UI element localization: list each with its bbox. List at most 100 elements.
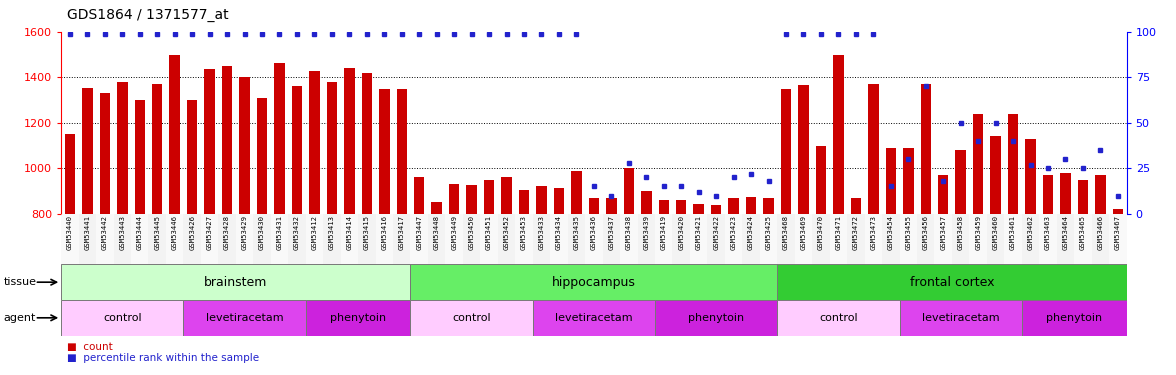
Bar: [396, 89, 407, 375]
Bar: [463, 214, 480, 264]
Bar: [987, 214, 1004, 264]
Bar: [1095, 175, 1105, 375]
Bar: [951, 214, 969, 264]
Bar: [414, 177, 425, 375]
Bar: [306, 214, 323, 264]
Bar: [833, 55, 843, 375]
Bar: [501, 177, 512, 375]
Bar: [1061, 173, 1070, 375]
Text: GSM53441: GSM53441: [85, 215, 91, 250]
Text: GSM53439: GSM53439: [643, 215, 649, 250]
Bar: [134, 100, 145, 375]
Text: GSM53445: GSM53445: [154, 215, 160, 250]
Bar: [292, 87, 302, 375]
Bar: [323, 214, 341, 264]
Text: GSM53451: GSM53451: [486, 215, 492, 250]
Text: GSM53473: GSM53473: [870, 215, 876, 250]
Bar: [1091, 214, 1109, 264]
Text: GSM53453: GSM53453: [521, 215, 527, 250]
Bar: [428, 214, 446, 264]
Bar: [623, 168, 634, 375]
Bar: [169, 55, 180, 375]
Text: GSM53460: GSM53460: [993, 215, 998, 250]
Bar: [1022, 214, 1040, 264]
Bar: [690, 214, 708, 264]
Bar: [572, 171, 582, 375]
Bar: [341, 214, 358, 264]
Bar: [61, 264, 410, 300]
Bar: [82, 88, 93, 375]
Bar: [955, 150, 965, 375]
Bar: [306, 300, 410, 336]
Text: GSM53430: GSM53430: [259, 215, 265, 250]
Bar: [1043, 175, 1054, 375]
Bar: [676, 200, 687, 375]
Bar: [777, 300, 900, 336]
Text: ■  percentile rank within the sample: ■ percentile rank within the sample: [67, 353, 259, 363]
Bar: [358, 214, 375, 264]
Bar: [533, 214, 550, 264]
Bar: [1004, 214, 1022, 264]
Bar: [602, 214, 620, 264]
Bar: [256, 98, 267, 375]
Bar: [606, 198, 616, 375]
Text: levetiracetam: levetiracetam: [555, 313, 633, 323]
Bar: [183, 300, 306, 336]
Bar: [816, 146, 827, 375]
Text: GSM53426: GSM53426: [189, 215, 195, 250]
Text: GSM53462: GSM53462: [1028, 215, 1034, 250]
Text: GSM53447: GSM53447: [416, 215, 422, 250]
Bar: [882, 214, 900, 264]
Bar: [1008, 114, 1018, 375]
Bar: [410, 214, 428, 264]
Text: agent: agent: [4, 313, 36, 323]
Bar: [536, 186, 547, 375]
Text: GSM53450: GSM53450: [468, 215, 475, 250]
Bar: [379, 89, 389, 375]
Bar: [641, 191, 652, 375]
Bar: [969, 214, 987, 264]
Bar: [973, 114, 983, 375]
Bar: [393, 214, 410, 264]
Bar: [655, 300, 777, 336]
Bar: [921, 84, 931, 375]
Bar: [620, 214, 637, 264]
Text: GSM53452: GSM53452: [503, 215, 509, 250]
Text: GSM53446: GSM53446: [172, 215, 178, 250]
Text: GSM53454: GSM53454: [888, 215, 894, 250]
Bar: [850, 198, 861, 375]
Text: GSM53424: GSM53424: [748, 215, 754, 250]
Text: control: control: [103, 313, 141, 323]
Bar: [327, 82, 338, 375]
Text: GSM53449: GSM53449: [452, 215, 457, 250]
Text: control: control: [820, 313, 857, 323]
Bar: [724, 214, 742, 264]
Text: GSM53456: GSM53456: [923, 215, 929, 250]
Text: GSM53463: GSM53463: [1045, 215, 1051, 250]
Text: GSM53438: GSM53438: [626, 215, 632, 250]
Bar: [96, 214, 114, 264]
Text: GSM53437: GSM53437: [608, 215, 614, 250]
Text: GSM53467: GSM53467: [1115, 215, 1121, 250]
Bar: [183, 214, 201, 264]
Text: GSM53443: GSM53443: [119, 215, 126, 250]
Text: GDS1864 / 1371577_at: GDS1864 / 1371577_at: [67, 9, 228, 22]
Text: GSM53413: GSM53413: [329, 215, 335, 250]
Bar: [990, 136, 1001, 375]
Text: phenytoin: phenytoin: [688, 313, 744, 323]
Text: GSM53431: GSM53431: [276, 215, 282, 250]
Bar: [742, 214, 760, 264]
Bar: [830, 214, 847, 264]
Bar: [763, 198, 774, 375]
Bar: [1025, 139, 1036, 375]
Bar: [219, 214, 236, 264]
Text: GSM53471: GSM53471: [835, 215, 841, 250]
Bar: [1022, 300, 1127, 336]
Bar: [708, 214, 724, 264]
Bar: [61, 300, 183, 336]
Text: levetiracetam: levetiracetam: [206, 313, 283, 323]
Bar: [187, 100, 198, 375]
Bar: [655, 214, 673, 264]
Text: GSM53420: GSM53420: [679, 215, 684, 250]
Text: GSM53455: GSM53455: [906, 215, 911, 250]
